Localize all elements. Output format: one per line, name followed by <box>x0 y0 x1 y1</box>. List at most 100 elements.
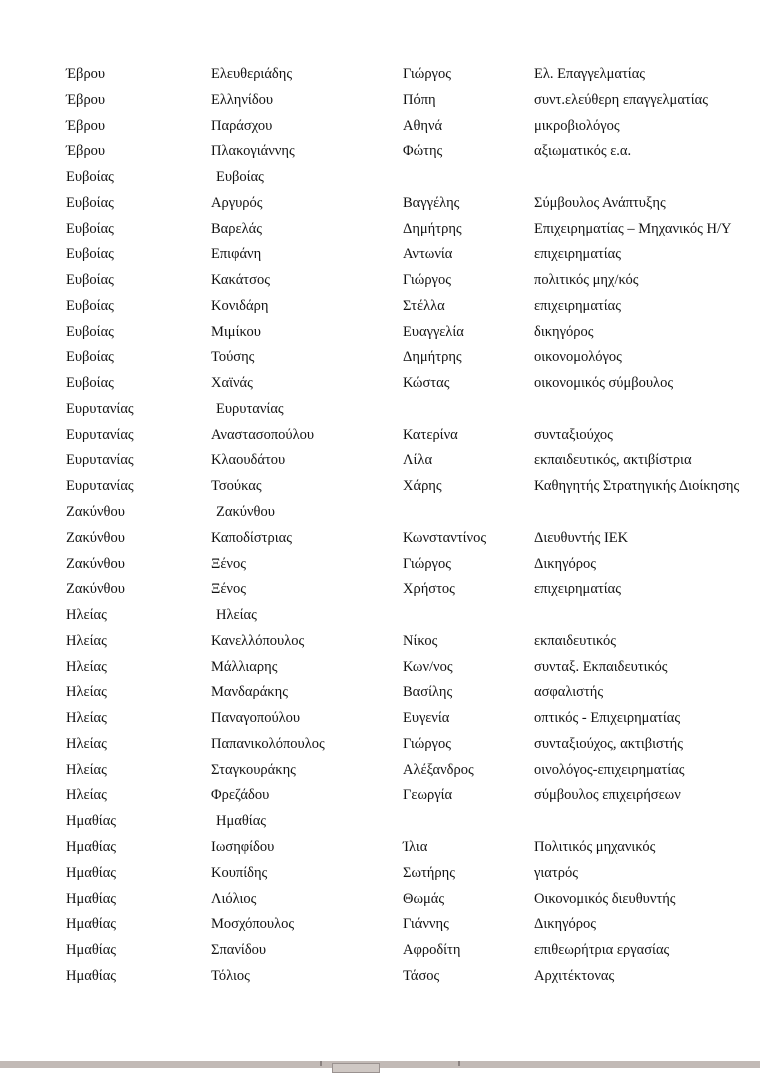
surname-cell: Χαϊνάς <box>211 375 253 392</box>
occupation-cell: εκπαιδευτικός, ακτιβίστρια <box>534 452 692 469</box>
surname-cell: Κουπίδης <box>211 864 268 881</box>
scrollbar-thumb[interactable] <box>332 1063 380 1073</box>
surname-cell: Κακάτσος <box>211 272 270 289</box>
first-name-cell: Νίκος <box>403 632 438 649</box>
surname-cell: Αναστασοπούλου <box>211 426 315 443</box>
region-cell: Ζακύνθου <box>66 529 125 546</box>
surname-cell: Ευβοίας <box>216 169 264 186</box>
region-cell: Ευβοίας <box>66 246 114 263</box>
table-row: Ευβοίας Βαρελάς Δημήτρης Επιχειρηματίας – Μ… <box>0 219 760 245</box>
table-row: Ζακύνθου Ξένος Γιώργος Δικηγόρος <box>0 554 760 580</box>
surname-cell: Μιμίκου <box>211 323 261 340</box>
surname-cell: Λιόλιος <box>211 890 257 907</box>
group-header-row: Ζακύνθου Ζακύνθου <box>0 502 760 528</box>
occupation-cell: γιατρός <box>534 864 578 881</box>
first-name-cell: Γιώργος <box>403 66 451 82</box>
occupation-cell: σύμβουλος επιχειρήσεων <box>534 787 681 804</box>
surname-cell: Ιωσηφίδου <box>211 838 275 855</box>
surname-cell: Ηλείας <box>216 607 257 624</box>
region-cell: Ηλείας <box>66 710 107 727</box>
surname-cell: Κονιδάρη <box>211 297 269 314</box>
table-row: Ημαθίας Κουπίδης Σωτήρης γιατρός <box>0 863 760 889</box>
occupation-cell: συντ.ελεύθερη επαγγελματίας <box>534 91 708 108</box>
surname-cell: Βαρελάς <box>211 220 262 237</box>
region-cell: Ευβοίας <box>66 194 114 211</box>
first-name-cell: Αλέξανδρος <box>403 761 474 778</box>
region-cell: Ευρυτανίας <box>66 426 134 443</box>
table-row: Ηλείας Σταγκουράκης Αλέξανδρος οινολόγος-επ… <box>0 760 760 786</box>
surname-cell: Επιφάνη <box>211 246 262 263</box>
first-name-cell: Φώτης <box>403 143 443 160</box>
table-row: Ηλείας Φρεζάδου Γεωργία σύμβουλος επιχειρήσ… <box>0 785 760 811</box>
surname-cell: Κλαουδάτου <box>211 452 286 469</box>
region-cell: Έβρου <box>66 91 106 108</box>
first-name-cell: Γιάννης <box>403 916 449 933</box>
surname-cell: Μοσχόπουλος <box>211 916 295 933</box>
table-row: Ημαθίας Τόλιος Τάσος Αρχιτέκτονας <box>0 966 760 992</box>
table-row: Ευρυτανίας Τσούκας Χάρης Καθηγητής Στρατηγι… <box>0 476 760 502</box>
table-row: Ζακύνθου Ξένος Χρήστος επιχειρηματίας <box>0 579 760 605</box>
surname-cell: Μάλλιαρης <box>211 658 278 675</box>
occupation-cell: Αρχιτέκτονας <box>534 967 615 984</box>
region-cell: Ευρυτανίας <box>66 452 134 469</box>
region-cell: Ηλείας <box>66 684 107 701</box>
table-row: Έβρου Πλακογιάννης Φώτης αξιωματικός ε.α. <box>0 141 760 167</box>
region-cell: Ημαθίας <box>66 942 117 959</box>
table-row: Ημαθίας Ιωσηφίδου Ίλια Πολιτικός μηχανικός <box>0 837 760 863</box>
occupation-cell: Επιχειρηματίας – Μηχανικός Η/Υ <box>534 220 732 237</box>
scroll-left-arrow-icon[interactable] <box>320 1061 322 1066</box>
region-cell: Ηλείας <box>66 735 107 752</box>
surname-cell: Μανδαράκης <box>211 684 288 701</box>
first-name-cell: Βασίλης <box>403 684 453 701</box>
region-cell: Ζακύνθου <box>66 555 125 572</box>
occupation-cell: επιθεωρήτρια εργασίας <box>534 942 670 959</box>
table-row: Ευβοίας Αργυρός Βαγγέλης Σύμβουλος Ανάπτυξη… <box>0 193 760 219</box>
table-row: Έβρου Ελληνίδου Πόπη συντ.ελεύθερη επαγγελμ… <box>0 90 760 116</box>
first-name-cell: Στέλλα <box>403 297 445 314</box>
surname-cell: Τόλιος <box>211 967 250 984</box>
group-header-row: Ευρυτανίας Ευρυτανίας <box>0 399 760 425</box>
surname-cell: Ελευθεριάδης <box>211 66 293 82</box>
table-row: Ευβοίας Επιφάνη Αντωνία επιχειρηματίας <box>0 244 760 270</box>
region-cell: Ημαθίας <box>66 838 117 855</box>
occupation-cell: πολιτικός μηχ/κός <box>534 272 639 289</box>
surname-cell: Παράσχου <box>211 117 273 134</box>
first-name-cell: Πόπη <box>403 91 436 108</box>
occupation-cell: Ελ. Επαγγελματίας <box>534 66 646 82</box>
table-row: Ημαθίας Σπανίδου Αφροδίτη επιθεωρήτρια εργα… <box>0 940 760 966</box>
region-cell: Ημαθίας <box>66 890 117 907</box>
scroll-right-arrow-icon[interactable] <box>458 1061 460 1066</box>
region-cell: Ημαθίας <box>66 813 117 830</box>
region-cell: Ηλείας <box>66 658 107 675</box>
occupation-cell: επιχειρηματίας <box>534 246 621 263</box>
viewer-scrollbar[interactable] <box>0 1061 760 1073</box>
surname-cell: Φρεζάδου <box>211 787 270 804</box>
occupation-cell: επιχειρηματίας <box>534 581 621 598</box>
table-row: Ευβοίας Κακάτσος Γιώργος πολιτικός μηχ/κός <box>0 270 760 296</box>
first-name-cell: Ευαγγελία <box>403 323 464 340</box>
first-name-cell: Γιώργος <box>403 735 451 752</box>
occupation-cell: συνταξιούχος, ακτιβιστής <box>534 735 684 752</box>
occupation-cell: Διευθυντής ΙΕΚ <box>534 529 629 546</box>
region-cell: Ζακύνθου <box>66 581 125 598</box>
region-cell: Ευβοίας <box>66 220 114 237</box>
occupation-cell: οπτικός - Επιχειρηματίας <box>534 710 681 727</box>
table-row: Ευβοίας Χαϊνάς Κώστας οικονομικός σύμβουλος <box>0 373 760 399</box>
surname-cell: Σπανίδου <box>211 942 267 959</box>
group-header-row: Ευβοίας Ευβοίας <box>0 167 760 193</box>
first-name-cell: Αντωνία <box>403 246 453 263</box>
region-cell: Έβρου <box>66 66 106 82</box>
region-cell: Ημαθίας <box>66 967 117 984</box>
surname-cell: Πλακογιάννης <box>211 143 295 160</box>
occupation-cell: ασφαλιστής <box>534 684 604 701</box>
region-cell: Ημαθίας <box>66 864 117 881</box>
surname-cell: Ημαθίας <box>216 813 267 830</box>
occupation-cell: Σύμβουλος Ανάπτυξης <box>534 194 666 211</box>
first-name-cell: Κώστας <box>403 375 450 392</box>
first-name-cell: Κων/νος <box>403 658 453 675</box>
occupation-cell: Πολιτικός μηχανικός <box>534 838 656 855</box>
region-cell: Ηλείας <box>66 787 107 804</box>
first-name-cell: Κατερίνα <box>403 426 458 443</box>
first-name-cell: Ίλια <box>403 838 428 855</box>
region-cell: Ευβοίας <box>66 375 114 392</box>
